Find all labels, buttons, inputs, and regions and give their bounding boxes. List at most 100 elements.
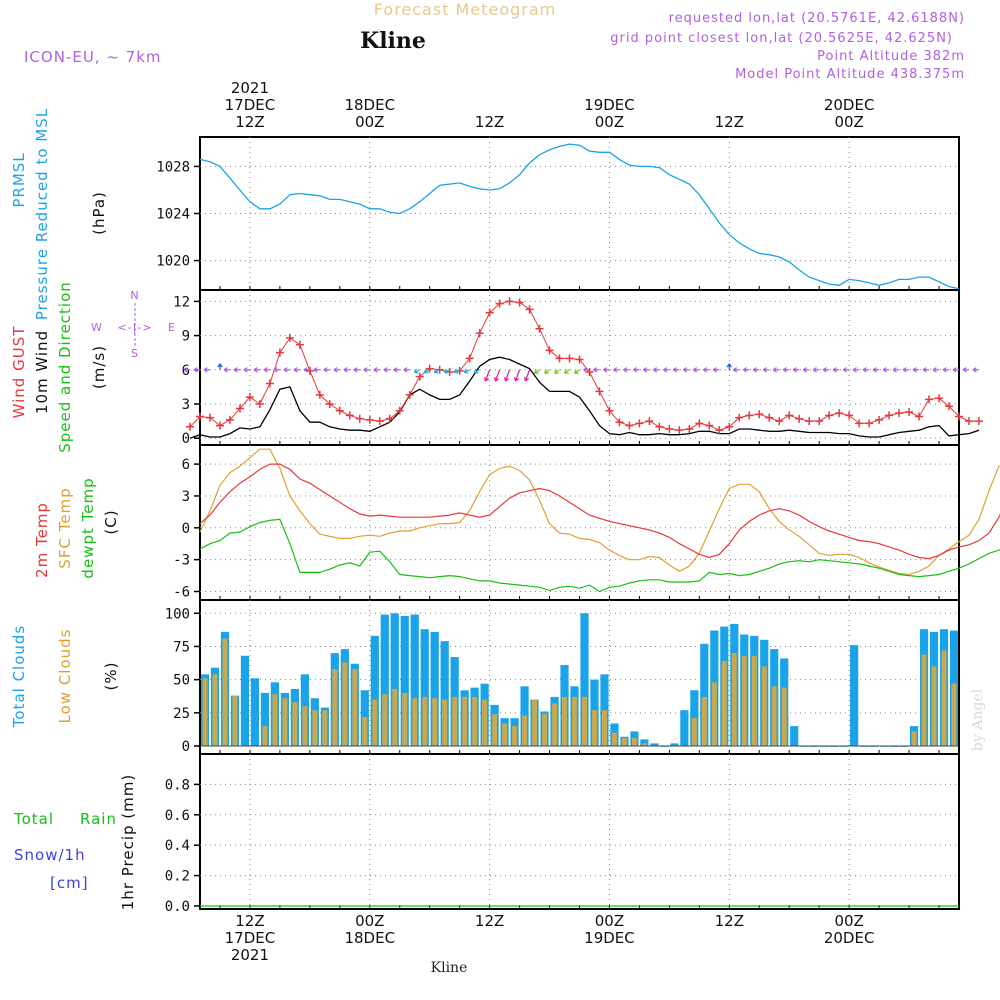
low-cloud-bar: [372, 699, 378, 747]
y-tick-label: 0.6: [165, 808, 190, 824]
total-cloud-bar: [680, 710, 689, 747]
total-cloud-bar: [370, 635, 379, 747]
gust-marker: [785, 411, 794, 420]
low-cloud-bar: [422, 696, 428, 747]
wind-arrow-head: [683, 367, 688, 373]
low-cloud-bar: [611, 732, 617, 747]
y-tick-label: 12: [173, 294, 190, 310]
gust-marker: [755, 410, 764, 419]
y-tick-label: 3: [182, 489, 190, 505]
y-tick-label: 1024: [156, 207, 190, 223]
clouds-unit: (%): [102, 662, 120, 691]
wind-arrow-head: [423, 368, 429, 374]
sfc-temp-line: [199, 448, 1000, 576]
low-cloud-bar: [951, 683, 957, 747]
wind-arrow-head: [463, 368, 469, 374]
gust-marker: [705, 421, 714, 430]
low-cloud-bar: [332, 669, 338, 747]
gust-marker: [355, 414, 364, 423]
low-cloud-bar: [741, 655, 747, 747]
y-tick-label: -3: [173, 553, 190, 569]
gust-marker: [295, 340, 304, 349]
point-altitude: Point Altitude 382m: [817, 49, 965, 64]
wind-arrow-head: [832, 367, 837, 373]
wind-arrow-head: [726, 363, 732, 368]
pressure-label-2: Pressure Reduced to MSL: [33, 108, 51, 320]
panel-frame: [199, 753, 960, 910]
wind-arrow-head: [253, 367, 258, 373]
gust-marker: [845, 411, 854, 420]
total-cloud-bar: [640, 739, 649, 747]
wind-arrow-head: [932, 367, 937, 373]
gust-marker: [955, 412, 963, 421]
pressure-label-1: PRMSL: [10, 152, 28, 207]
gust-marker: [875, 415, 884, 424]
total-cloud-bar: [700, 643, 709, 747]
wind-arrow-head: [952, 367, 957, 373]
top-time-label: 00Z: [834, 113, 863, 131]
gust-marker: [215, 421, 224, 430]
gust-marker: [325, 399, 334, 408]
low-cloud-bar: [532, 699, 538, 747]
wind-arrow-head: [293, 367, 298, 373]
gust-marker: [835, 409, 844, 418]
low-cloud-bar: [362, 716, 368, 747]
pressure-unit: (hPa): [90, 191, 108, 235]
total-cloud-bar: [650, 743, 659, 747]
gust-marker: [585, 368, 594, 377]
gust-marker: [565, 354, 574, 363]
low-cloud-bar: [502, 723, 508, 747]
low-cloud-bar: [232, 695, 238, 747]
low-cloud-bar: [751, 655, 757, 747]
wind-unit: (m/s): [90, 345, 108, 389]
location-title: Kline: [360, 28, 426, 54]
gust-marker: [725, 422, 734, 431]
total-cloud-bar: [260, 692, 270, 747]
y-tick-label: 0: [182, 739, 190, 755]
low-cloud-bar: [472, 696, 478, 747]
wind-arrow-head: [203, 367, 208, 373]
bottom-time-label: 18DEC: [344, 929, 395, 947]
gust-marker: [745, 411, 754, 420]
total-cloud-bar: [580, 613, 589, 747]
gust-marker: [196, 412, 204, 421]
gust-marker: [855, 419, 864, 428]
y-tick-label: 50: [173, 673, 190, 689]
low-cloud-bar: [402, 692, 408, 747]
bottom-time-label: 19DEC: [584, 929, 635, 947]
low-cloud-bar: [392, 688, 398, 747]
gust-marker: [375, 417, 384, 426]
total-cloud-bar: [380, 614, 389, 747]
low-cloud-bar: [711, 682, 717, 747]
wind-arrow-head: [902, 367, 907, 373]
wind-arrow-head: [872, 367, 877, 373]
wind-arrow-head: [283, 367, 288, 373]
gust-marker: [635, 419, 644, 428]
requested-coords: requested lon,lat (20.5761E, 42.6188N): [669, 11, 965, 26]
low-cloud-bar: [212, 674, 218, 747]
gust-marker: [655, 422, 664, 431]
gust-marker: [305, 366, 314, 375]
gust-marker: [665, 425, 674, 434]
low-cloud-bar: [701, 696, 707, 747]
wind-arrow-head: [643, 367, 648, 373]
low-cloud-bar: [921, 654, 927, 747]
gust-marker: [535, 324, 544, 333]
legend-east: E: [168, 321, 176, 334]
low-cloud-bar: [442, 699, 448, 747]
gust-marker: [905, 407, 914, 416]
wind-arrow-head: [443, 368, 449, 374]
gust-marker: [285, 333, 294, 342]
gust-marker: [974, 417, 983, 426]
gust-marker: [335, 406, 344, 415]
low-cloud-bar: [432, 698, 438, 747]
gust-marker: [495, 299, 504, 308]
wind-arrow-head: [653, 367, 658, 373]
y-tick-label: 3: [182, 397, 190, 413]
wind-arrow-head: [962, 367, 967, 373]
total-cloud-bar: [670, 743, 679, 747]
wind-arrow-head: [544, 369, 549, 374]
low-cloud-bar: [781, 687, 787, 747]
low-cloud-bar: [522, 715, 528, 747]
low-clouds-label: Low Clouds: [56, 629, 74, 724]
